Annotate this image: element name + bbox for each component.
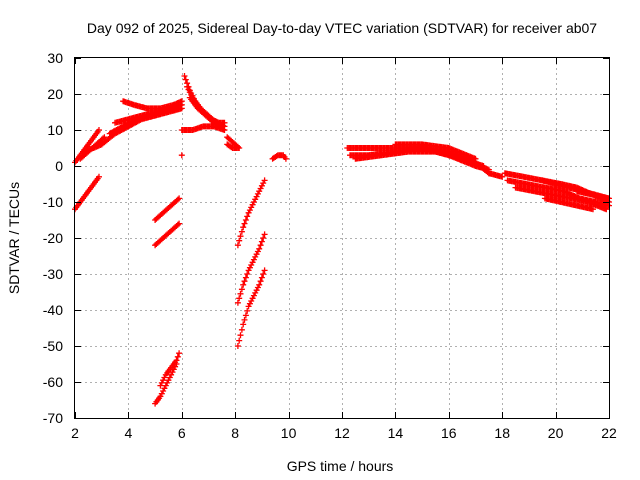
tick-labels: 2 4 6 8 10 12 14 16 18 20 22 -70 -60 -50 -40 -30 -20 -10 0… xyxy=(43,50,617,441)
marker-trace xyxy=(234,231,268,306)
marker-trace xyxy=(541,195,596,213)
y-tick-label: -20 xyxy=(43,230,63,246)
y-tick-label: -30 xyxy=(43,266,63,282)
series-track-19 xyxy=(224,141,241,151)
series-track-09 xyxy=(152,195,183,223)
marker-trace xyxy=(234,177,268,249)
x-tick-label: 4 xyxy=(125,425,133,441)
data-marks xyxy=(72,73,612,407)
marker-trace xyxy=(152,195,183,223)
x-tick-label: 2 xyxy=(71,425,79,441)
marker-trace xyxy=(120,98,185,112)
marker-trace xyxy=(574,188,612,205)
x-tick-label: 22 xyxy=(601,425,617,441)
series-track-28 xyxy=(485,170,506,180)
grid xyxy=(75,58,609,418)
x-tick-label: 14 xyxy=(388,425,404,441)
series-track-12 xyxy=(157,350,183,389)
series-track-10 xyxy=(152,220,183,249)
series-track-01 xyxy=(72,173,102,213)
marker-trace xyxy=(72,173,102,213)
series-track-13 xyxy=(178,152,185,159)
marker-trace xyxy=(224,141,241,151)
series-track-11 xyxy=(152,361,180,407)
series-track-34 xyxy=(574,188,612,205)
y-tick-label: 30 xyxy=(47,50,63,66)
series-track-31 xyxy=(512,184,610,213)
x-tick-label: 8 xyxy=(231,425,239,441)
series-track-27 xyxy=(392,141,479,162)
marker-trace xyxy=(234,267,268,349)
y-tick-label: -40 xyxy=(43,302,63,318)
marker-trace xyxy=(157,350,183,389)
marker-trace xyxy=(352,148,487,169)
marker-trace xyxy=(152,361,180,407)
x-axis-label: GPS time / hours xyxy=(287,458,394,474)
x-tick-label: 16 xyxy=(441,425,457,441)
series-track-23 xyxy=(269,152,289,162)
series-track-33 xyxy=(541,195,596,213)
x-tick-label: 18 xyxy=(494,425,510,441)
series-track-08 xyxy=(120,98,185,112)
x-tick-label: 12 xyxy=(334,425,350,441)
axis-ticks xyxy=(75,58,610,419)
y-tick-label: -50 xyxy=(43,338,63,354)
marker-trace xyxy=(485,170,506,180)
marker-trace xyxy=(178,123,228,133)
chart-title: Day 092 of 2025, Sidereal Day-to-day VTE… xyxy=(87,20,597,36)
series-track-21 xyxy=(234,231,268,306)
marker-trace xyxy=(178,152,185,159)
marker-trace xyxy=(392,141,479,162)
marker-trace xyxy=(512,184,610,213)
y-axis-label: SDTVAR / TECUs xyxy=(6,182,22,294)
y-tick-label: 20 xyxy=(47,86,63,102)
marker-trace xyxy=(152,220,183,249)
y-tick-label: -60 xyxy=(43,374,63,390)
x-tick-label: 10 xyxy=(281,425,297,441)
marker-trace xyxy=(269,152,289,162)
series-track-26 xyxy=(352,148,487,169)
series-track-20 xyxy=(234,177,268,249)
x-tick-label: 20 xyxy=(548,425,564,441)
y-tick-label: -10 xyxy=(43,194,63,210)
y-tick-label: 10 xyxy=(47,122,63,138)
series-track-22 xyxy=(234,267,268,349)
series-track-17 xyxy=(178,123,228,133)
y-tick-label: 0 xyxy=(55,158,63,174)
plot-frame xyxy=(74,57,610,419)
x-tick-label: 6 xyxy=(178,425,186,441)
y-tick-label: -70 xyxy=(43,410,63,426)
